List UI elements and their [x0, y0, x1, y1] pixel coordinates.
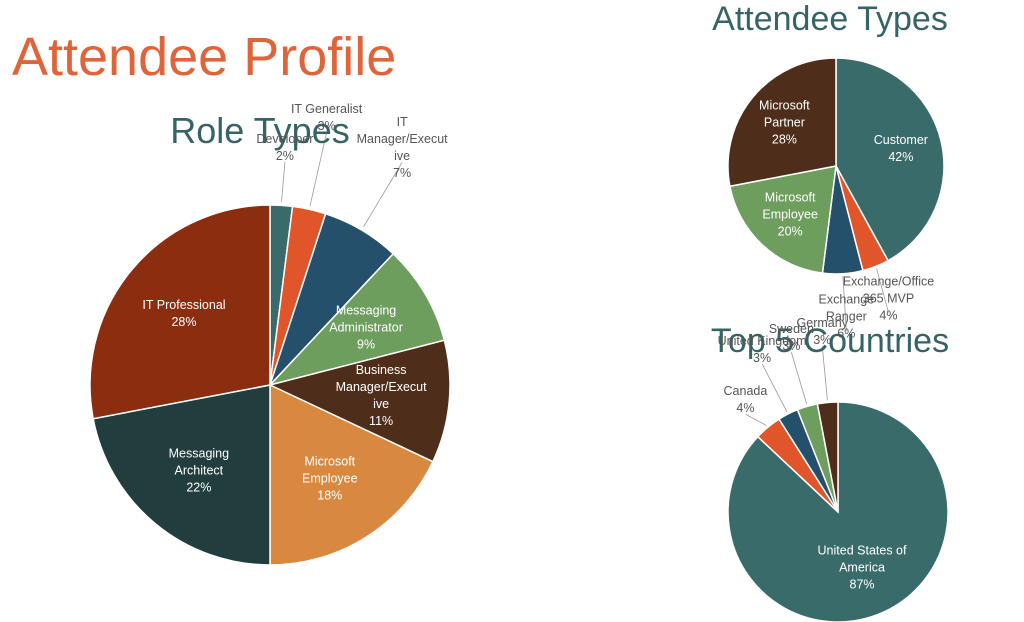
slice-label: Canada 4% [699, 383, 791, 417]
slice-label: Exchange Ranger 6% [800, 292, 892, 343]
value-label: 28% [171, 314, 197, 329]
slice-label: IT Professional 28% [138, 297, 230, 331]
value-label: 3% [813, 333, 832, 348]
slice-label: IT Generalist 3% [281, 101, 373, 135]
pie-slice [89, 204, 271, 420]
value-label: 18% [317, 488, 343, 503]
category-label: Developer [256, 131, 314, 146]
leader-line [309, 132, 328, 206]
category-label: United States of America [817, 543, 907, 575]
leader-line [790, 352, 808, 405]
category-label: United Kingdom [717, 333, 807, 348]
slice-label: Messaging Administrator 9% [320, 303, 412, 354]
value-label: 6% [837, 326, 856, 341]
leader-line [363, 162, 403, 228]
leader-line [281, 161, 286, 202]
slice-label: United States of America 87% [816, 542, 908, 593]
slice-label: United Kingdom 3% [716, 333, 808, 367]
category-label: Messaging Administrator [329, 303, 403, 335]
value-label: 2% [275, 148, 294, 163]
pie-slice [835, 57, 945, 262]
value-label: 7% [393, 166, 412, 181]
category-label: IT Professional [142, 297, 226, 312]
category-label: IT Manager/Executive [356, 115, 448, 164]
slice-label: Developer 2% [239, 131, 331, 165]
category-label: Business Manager/Executive [335, 362, 427, 411]
value-label: 11% [369, 413, 394, 428]
value-label: 3% [782, 339, 801, 354]
category-label: Customer [873, 133, 928, 148]
pie-slice [267, 339, 451, 463]
category-label: Microsoft Employee [762, 190, 818, 222]
slice-label: Microsoft Partner 28% [738, 98, 830, 149]
slice-label: Germany 3% [776, 315, 868, 349]
slice-label: IT Manager/Executive 7% [356, 114, 448, 182]
chart-title: Top 5 Countries [710, 322, 950, 360]
category-label: Exchange/Office 365 MVP [842, 274, 935, 306]
value-label: 4% [879, 308, 898, 323]
leader-line [745, 413, 767, 426]
category-label: Messaging Architect [168, 446, 230, 478]
slice-label: Microsoft Employee 20% [744, 189, 836, 240]
pie-slice [816, 401, 839, 513]
slice-label: Microsoft Employee 18% [284, 454, 376, 505]
value-label: 87% [849, 577, 875, 592]
value-label: 28% [771, 132, 797, 147]
category-label: IT Generalist [290, 102, 363, 117]
category-label: Sweden [768, 322, 814, 337]
category-label: Canada [723, 384, 768, 399]
pie-slice [267, 252, 446, 387]
category-label: Microsoft Employee [302, 454, 358, 486]
category-label: Microsoft Partner [759, 98, 810, 130]
value-label: 3% [753, 350, 772, 365]
leader-line [842, 275, 847, 332]
slice-label: Sweden 3% [745, 321, 837, 355]
category-label: Exchange Ranger [818, 292, 875, 324]
value-label: 20% [777, 224, 803, 239]
slice-label: Customer 42% [855, 132, 947, 166]
chart-title: Attendee Types [712, 0, 948, 38]
leader-line [761, 363, 788, 413]
value-label: 3% [317, 119, 336, 134]
pie-slice [269, 383, 434, 566]
slice-label: Exchange/Office 365 MVP 4% [842, 273, 935, 324]
value-label: 9% [357, 337, 376, 352]
value-label: 22% [186, 480, 212, 495]
category-label: Germany [796, 316, 848, 331]
slice-label: Messaging Architect 22% [153, 445, 245, 496]
leader-line [821, 346, 828, 401]
chart-title: Role Types [170, 110, 350, 151]
pie-slice [727, 57, 837, 188]
page-title: Attendee Profile [12, 27, 397, 87]
pie-slice [92, 384, 271, 566]
pie-slice [729, 165, 837, 274]
value-label: 42% [888, 150, 914, 165]
leader-line [876, 268, 889, 313]
value-label: 4% [736, 401, 755, 416]
slice-label: Business Manager/Executive 11% [335, 362, 427, 430]
